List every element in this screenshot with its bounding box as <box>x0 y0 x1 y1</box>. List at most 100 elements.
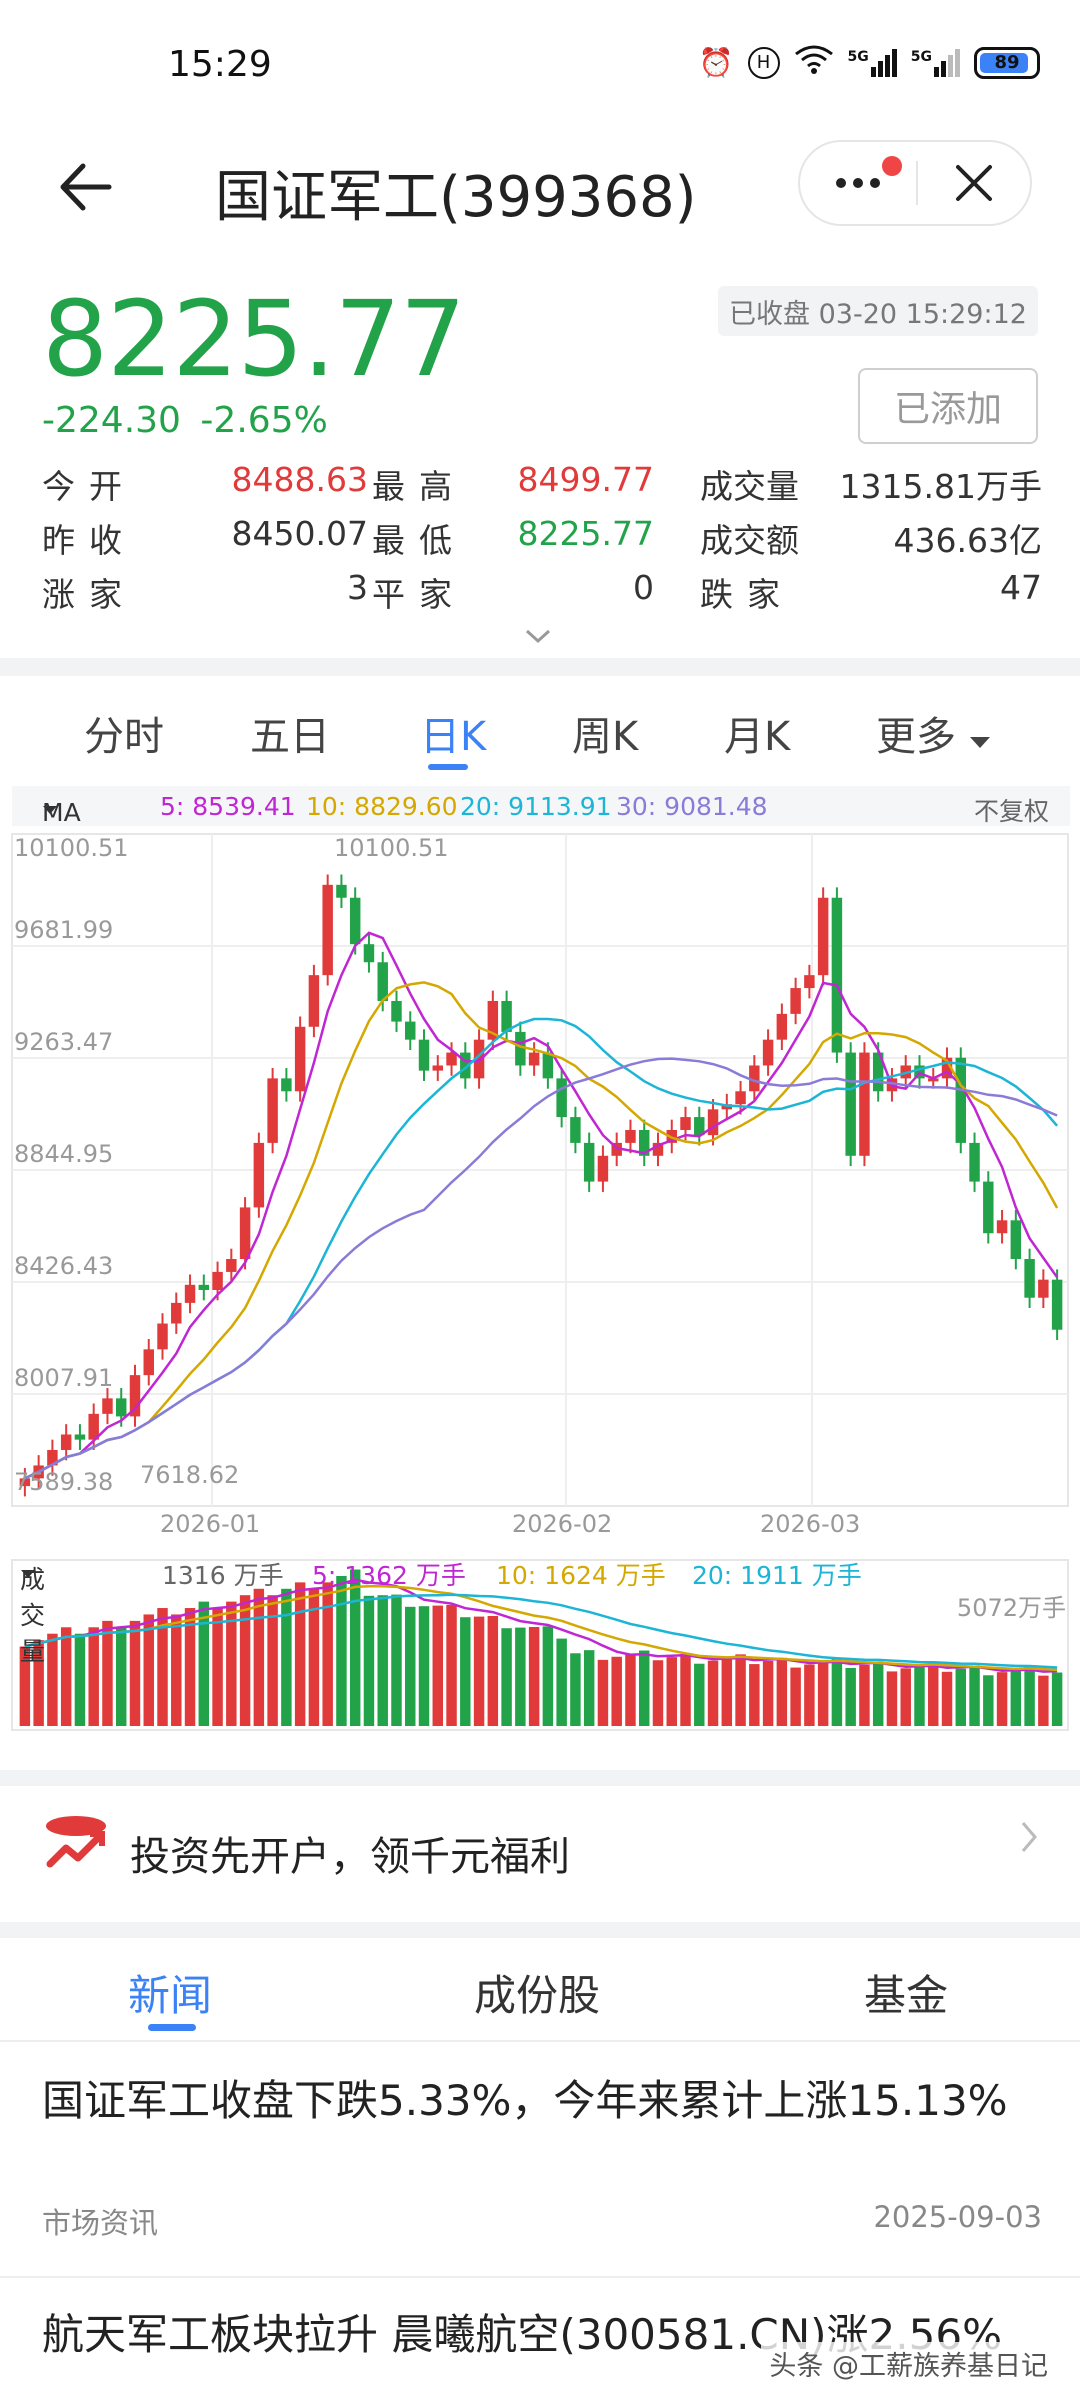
volume-ma-line <box>24 1585 1058 1672</box>
price-change: -224.30 -2.65% <box>42 400 328 441</box>
volume-bar <box>129 1620 141 1726</box>
volume-bar <box>198 1601 210 1726</box>
volume-bar <box>60 1627 72 1726</box>
close-button[interactable] <box>918 142 1030 224</box>
volume-bar <box>528 1626 540 1726</box>
tab-five-day[interactable]: 五日 <box>250 714 330 760</box>
list-divider <box>0 2276 1080 2278</box>
tab-funds[interactable]: 基金 <box>864 1971 949 2020</box>
news-item[interactable]: 国证军工收盘下跌5.33%，今年来累计上涨15.13% 市场资讯 2025-09… <box>42 2072 1042 2242</box>
tab-news[interactable]: 新闻 <box>128 1971 213 2020</box>
volume-bar <box>363 1595 375 1726</box>
x-tick: 2026-03 <box>760 1510 860 1538</box>
volume-bar <box>872 1661 884 1726</box>
open-account-promo[interactable]: 投资先开户，领千元福利 <box>0 1770 1080 1920</box>
page-title: 国证军工(399368) <box>215 165 697 230</box>
candle-body <box>707 1109 719 1136</box>
tab-more[interactable]: 更多 <box>876 704 991 762</box>
candlesticks <box>19 874 1063 1497</box>
kline-chart[interactable]: 10100.51 9681.99 9263.47 8844.95 8426.43… <box>0 826 1080 1766</box>
volume-bar <box>886 1671 898 1726</box>
axis-labels: 10100.51 9681.99 9263.47 8844.95 8426.43… <box>14 834 1066 1622</box>
y-tick: 8007.91 <box>14 1364 113 1392</box>
candle-body <box>171 1302 182 1324</box>
candle-body <box>597 1155 609 1182</box>
low-label: 最低 <box>372 521 466 560</box>
x-tick: 2026-02 <box>512 1510 612 1538</box>
adjust-selector[interactable]: 不复权 <box>974 797 1050 826</box>
candle-body <box>625 1129 636 1143</box>
tab-constituents[interactable]: 成份股 <box>474 1971 601 2020</box>
candle-body <box>143 1349 154 1376</box>
volume-indicator-bar: 成交量 1316 万手 5: 1362 万手 10: 1624 万手 20: 1… <box>12 1552 1070 1666</box>
volume-bar <box>1038 1675 1049 1726</box>
volume-bar <box>47 1633 58 1726</box>
expand-chevron-icon[interactable] <box>524 618 552 651</box>
candle-body <box>308 975 320 1027</box>
volume-bar <box>460 1617 471 1726</box>
candle-body <box>515 1031 526 1066</box>
flat-count-value: 0 <box>633 568 654 607</box>
status-icons: ⏰ H 5G 5G 89 <box>699 44 1040 81</box>
ma-selector[interactable]: MA <box>42 798 81 827</box>
tab-daily-k[interactable]: 日K <box>420 714 487 760</box>
volume-bar <box>762 1660 774 1726</box>
volume-bar <box>349 1569 361 1726</box>
candle-body <box>184 1284 196 1303</box>
status-time: 15:29 <box>168 44 272 85</box>
volume-bar <box>776 1657 788 1726</box>
volume-bar <box>583 1650 595 1726</box>
period-tabs: 分时 五日 日K 周K 月K 更多 <box>0 680 1080 780</box>
candle-body <box>239 1207 251 1260</box>
close-icon <box>956 165 992 201</box>
volume-bar <box>638 1650 650 1726</box>
volume-ma20: 20: 1911 万手 <box>692 1561 862 1590</box>
news-date: 2025-09-03 <box>873 2200 1042 2234</box>
tab-weekly-k[interactable]: 周K <box>572 714 639 760</box>
volume-bar <box>556 1638 567 1726</box>
volume-bar <box>900 1668 911 1726</box>
volume-bar <box>157 1608 168 1726</box>
volume-bar <box>473 1616 485 1726</box>
candle-body <box>1051 1279 1063 1330</box>
header: 国证军工(399368) <box>0 130 1080 240</box>
more-button[interactable] <box>800 142 916 224</box>
volume-bar <box>322 1582 333 1726</box>
volume-bar <box>115 1627 127 1726</box>
ma10-value: 10: 8829.60 <box>306 792 458 821</box>
down-count-label: 跌家 <box>700 575 794 614</box>
more-dots-icon <box>836 178 880 188</box>
candle-body <box>1024 1259 1035 1298</box>
volume-bar <box>804 1664 815 1726</box>
tab-monthly-k[interactable]: 月K <box>724 714 791 760</box>
volume-label: 成交量 <box>700 467 799 506</box>
active-tab-indicator <box>428 764 468 770</box>
candle-body <box>955 1057 967 1143</box>
candle-body <box>735 1091 746 1105</box>
volume-bar <box>239 1595 251 1726</box>
tab-intraday[interactable]: 分时 <box>84 714 164 760</box>
candle-body <box>845 1052 856 1156</box>
volume-bar <box>184 1608 196 1726</box>
added-watchlist-button[interactable]: 已添加 <box>858 368 1038 444</box>
candle-body <box>74 1434 86 1440</box>
volume-bar <box>487 1615 499 1726</box>
volume-bar <box>267 1595 278 1726</box>
candle-body <box>391 1000 402 1022</box>
amount-label: 成交额 <box>700 521 799 560</box>
candle-body <box>804 975 815 989</box>
volume-bar <box>721 1657 733 1726</box>
volume-bar <box>226 1601 237 1726</box>
candle-body <box>253 1142 265 1208</box>
volume-bar <box>597 1659 609 1726</box>
volume-value: 1315.81万手 <box>839 467 1042 506</box>
volume-selector[interactable]: 成交量 <box>20 1565 46 1666</box>
back-button[interactable] <box>50 152 120 222</box>
candle-body <box>19 1478 31 1487</box>
volume-bar <box>102 1620 113 1726</box>
change-percent: -2.65% <box>200 400 328 441</box>
candle-body <box>267 1078 278 1143</box>
candle-body <box>446 1052 457 1066</box>
candle-body <box>418 1039 430 1071</box>
max-price-label: 10100.51 <box>334 834 449 862</box>
